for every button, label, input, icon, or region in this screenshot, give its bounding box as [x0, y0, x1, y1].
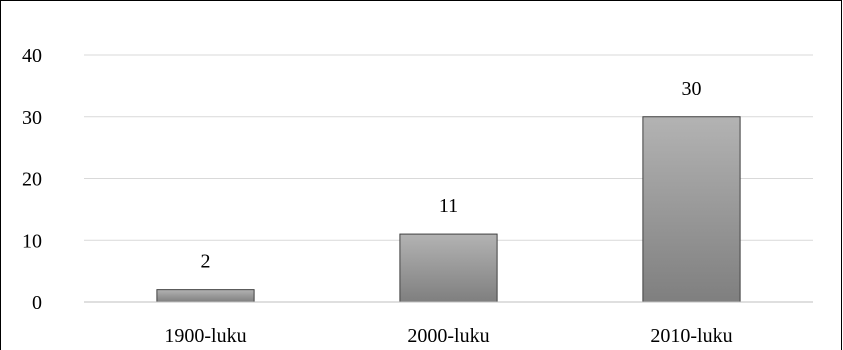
y-tick-label: 40 — [22, 45, 42, 67]
data-label: 30 — [682, 78, 702, 100]
bar-2000-luku — [399, 233, 498, 303]
y-tick-label: 30 — [22, 107, 42, 129]
data-label: 11 — [439, 195, 458, 217]
x-category-label: 2000-luku — [407, 325, 489, 347]
y-tick-label: 20 — [22, 169, 42, 191]
x-category-label: 1900-luku — [164, 325, 246, 347]
data-labels: 2 11 30 — [201, 78, 702, 273]
x-axis-category-labels: 1900-luku 2000-luku 2010-luku — [164, 325, 732, 347]
y-tick-label: 0 — [32, 292, 42, 314]
x-category-label: 2010-luku — [650, 325, 732, 347]
y-tick-label: 10 — [22, 230, 42, 252]
data-label: 2 — [201, 251, 211, 273]
bar-1900-luku — [156, 289, 255, 303]
bars — [156, 116, 741, 303]
bar-2010-luku — [642, 116, 741, 303]
y-axis-tick-labels: 0 10 20 30 40 — [22, 45, 42, 314]
